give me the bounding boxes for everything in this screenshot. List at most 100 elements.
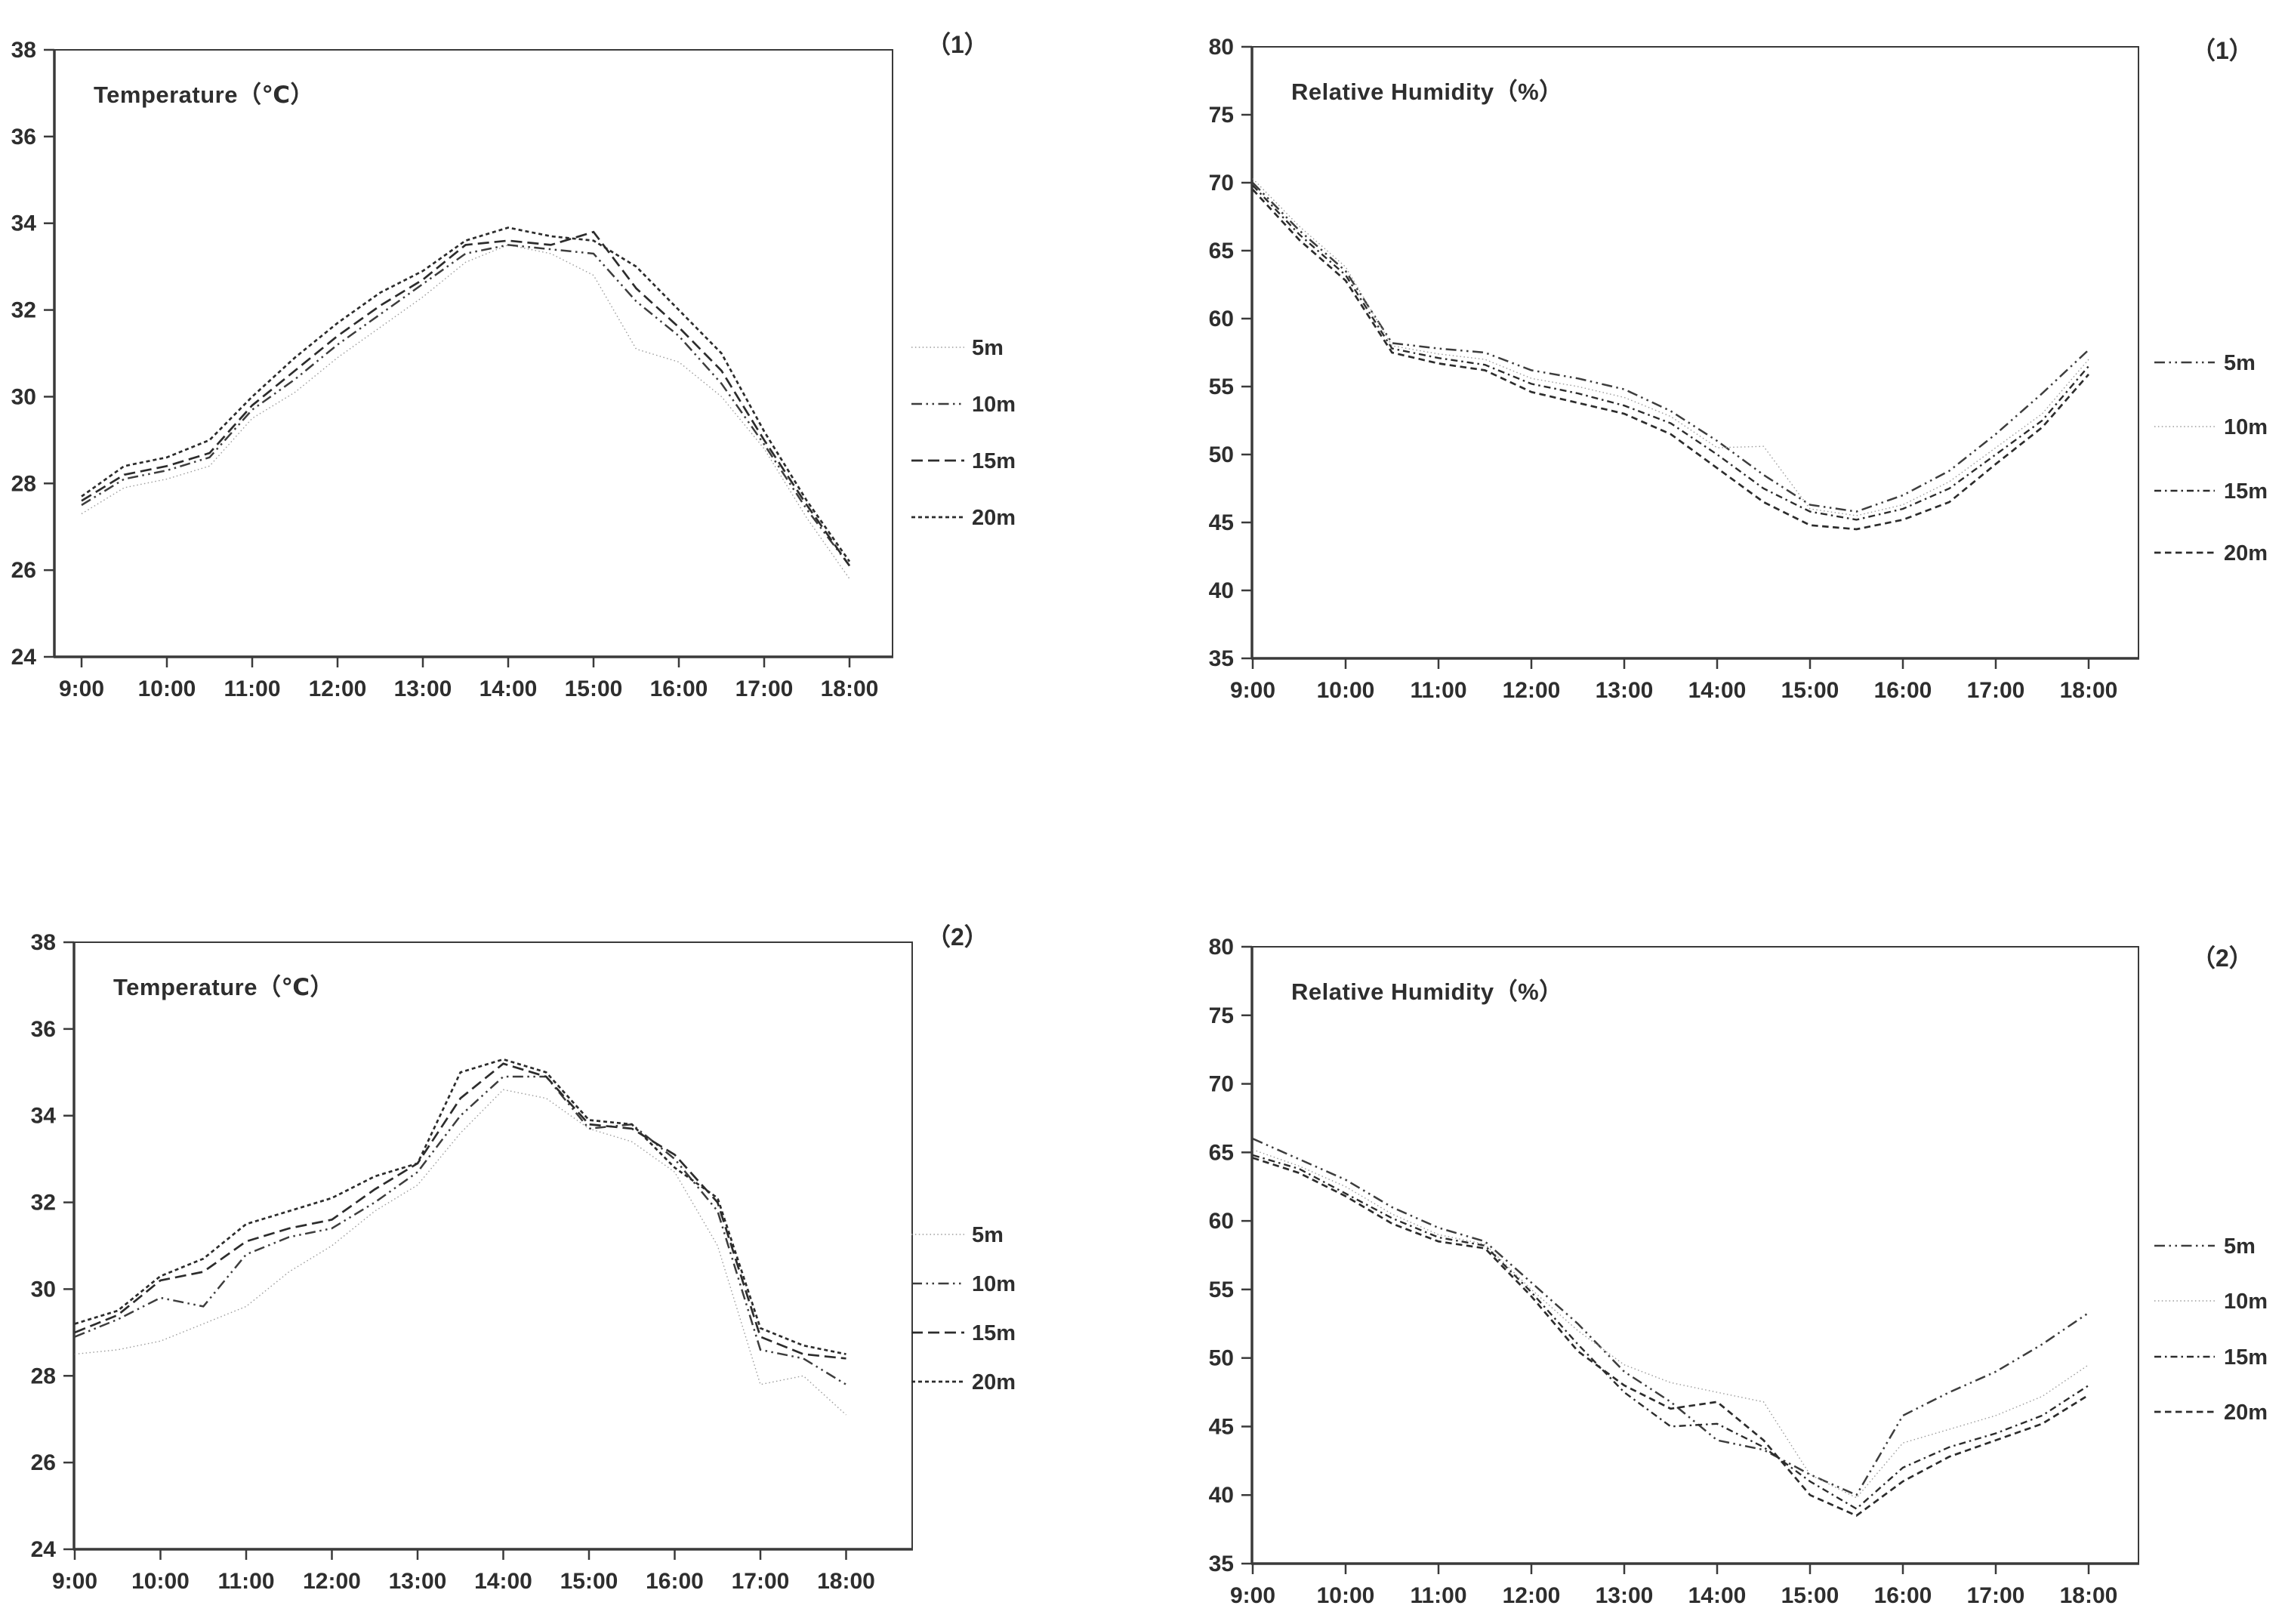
chart-temperature-1: 24 26 28 30 32 34 36 38 9:00 10:00 11:00 12:00 13:00… bbox=[0, 0, 1208, 815]
y-tick-label: 55 bbox=[1209, 1277, 1234, 1302]
legend-label-15m: 15m bbox=[2224, 479, 2268, 504]
y-tick-label: 32 bbox=[11, 298, 36, 323]
x-tick-label: 18:00 bbox=[2060, 1583, 2118, 1608]
series-line-20m bbox=[1252, 1157, 2089, 1518]
panel-label: （2） bbox=[2191, 945, 2253, 972]
y-tick-label: 24 bbox=[11, 645, 37, 670]
y-tick-label: 75 bbox=[1209, 103, 1234, 128]
x-tick-label: 11:00 bbox=[1410, 1583, 1466, 1608]
y-tick-label: 40 bbox=[1209, 578, 1234, 603]
humidity-1-plot: 35 40 45 50 55 60 65 70 75 80 9:00 10:00 11:00 12:00 1… bbox=[1209, 35, 2268, 703]
chart-humidity-1: 35 40 45 50 55 60 65 70 75 80 9:00 10:00 11:00 12:00 1… bbox=[1208, 0, 2288, 815]
series-line-20m bbox=[81, 226, 851, 562]
x-tick-label: 17:00 bbox=[1967, 678, 2025, 703]
series-line-15m bbox=[1252, 1154, 2089, 1510]
y-tick-label: 34 bbox=[31, 1104, 57, 1129]
x-tick-label: 12:00 bbox=[303, 1569, 361, 1594]
x-tick-label: 13:00 bbox=[389, 1569, 447, 1594]
y-tick-label: 75 bbox=[1209, 1003, 1234, 1028]
y-tick-label: 26 bbox=[11, 558, 36, 583]
x-tick-label: 10:00 bbox=[1317, 678, 1375, 703]
legend-label-20m: 20m bbox=[2224, 541, 2268, 565]
y-tick-label: 60 bbox=[1209, 307, 1234, 331]
chart-title: Relative Humidity（%） bbox=[1291, 79, 1563, 105]
temperature-1-plot: 24 26 28 30 32 34 36 38 9:00 10:00 11:00 12:00 13:00… bbox=[11, 31, 1016, 701]
legend-label-10m: 10m bbox=[2224, 1290, 2268, 1314]
legend-label-5m: 5m bbox=[2224, 1234, 2256, 1259]
y-tick-label: 45 bbox=[1209, 1414, 1234, 1439]
series-line-10m bbox=[1252, 1149, 2089, 1499]
legend-label-15m: 15m bbox=[972, 449, 1016, 473]
x-tick-label: 13:00 bbox=[1596, 1583, 1654, 1608]
series-line-20m bbox=[1252, 189, 2090, 531]
x-tick-label: 15:00 bbox=[565, 676, 623, 701]
x-tick-label: 11:00 bbox=[1410, 678, 1466, 703]
legend-label-15m: 15m bbox=[2224, 1345, 2268, 1370]
legend-label-5m: 5m bbox=[972, 1223, 1004, 1247]
y-tick-label: 65 bbox=[1209, 1140, 1234, 1165]
legend-label-15m: 15m bbox=[972, 1321, 1016, 1345]
y-tick-label: 40 bbox=[1209, 1483, 1234, 1508]
panel-label: （2） bbox=[927, 923, 988, 951]
y-tick-label: 30 bbox=[11, 384, 36, 409]
x-tick-label: 10:00 bbox=[1317, 1583, 1375, 1608]
y-tick-label: 32 bbox=[31, 1191, 56, 1216]
series-line-5m bbox=[1252, 182, 2089, 513]
x-tick-label: 9:00 bbox=[1230, 1583, 1275, 1608]
panel-label: （1） bbox=[2191, 37, 2253, 64]
series-line-15m bbox=[74, 1062, 846, 1360]
x-tick-label: 9:00 bbox=[59, 676, 104, 701]
x-tick-label: 15:00 bbox=[1781, 1583, 1839, 1608]
series-line-5m bbox=[81, 244, 850, 580]
plot-border bbox=[1251, 946, 2139, 1564]
x-tick-label: 12:00 bbox=[1503, 678, 1561, 703]
legend-label-10m: 10m bbox=[2224, 415, 2268, 439]
y-tick-label: 36 bbox=[31, 1017, 56, 1042]
x-tick-label: 10:00 bbox=[138, 676, 196, 701]
y-tick-label: 70 bbox=[1209, 171, 1234, 196]
humidity-2-plot: 35 40 45 50 55 60 65 70 75 80 9:00 10:00 11:00 12:00 1… bbox=[1209, 935, 2268, 1608]
x-tick-label: 9:00 bbox=[1230, 678, 1275, 703]
x-tick-label: 16:00 bbox=[650, 676, 708, 701]
legend-label-20m: 20m bbox=[972, 1370, 1016, 1394]
y-tick-label: 28 bbox=[11, 471, 36, 496]
x-tick-label: 14:00 bbox=[474, 1569, 532, 1594]
x-tick-label: 18:00 bbox=[2060, 678, 2118, 703]
y-tick-label: 65 bbox=[1209, 239, 1234, 263]
chart-temperature-2: 24 26 28 30 32 34 36 38 9:00 10:00 11:00 12:00 13:00… bbox=[0, 815, 1208, 1624]
series-line-10m bbox=[74, 1075, 847, 1385]
y-tick-label: 28 bbox=[31, 1364, 56, 1388]
y-tick-label: 35 bbox=[1209, 646, 1234, 671]
x-tick-label: 9:00 bbox=[52, 1569, 97, 1594]
chart-humidity-2: 35 40 45 50 55 60 65 70 75 80 9:00 10:00 11:00 12:00 1… bbox=[1208, 815, 2288, 1624]
x-tick-label: 14:00 bbox=[1688, 1583, 1747, 1608]
y-tick-label: 26 bbox=[31, 1450, 56, 1475]
legend-label-5m: 5m bbox=[2224, 351, 2256, 375]
series-line-10m bbox=[1252, 178, 2089, 516]
x-tick-label: 10:00 bbox=[131, 1569, 190, 1594]
y-tick-label: 35 bbox=[1209, 1552, 1234, 1576]
series-line-20m bbox=[74, 1058, 846, 1355]
x-tick-label: 17:00 bbox=[1967, 1583, 2025, 1608]
x-tick-label: 15:00 bbox=[1781, 678, 1839, 703]
x-tick-label: 16:00 bbox=[1874, 1583, 1932, 1608]
y-tick-label: 34 bbox=[11, 211, 37, 236]
y-tick-label: 50 bbox=[1209, 1346, 1234, 1371]
panel-label: （1） bbox=[927, 31, 988, 58]
y-tick-label: 45 bbox=[1209, 510, 1234, 535]
y-tick-label: 60 bbox=[1209, 1209, 1234, 1234]
y-tick-label: 50 bbox=[1209, 442, 1234, 467]
legend-label-20m: 20m bbox=[972, 506, 1016, 530]
x-tick-label: 12:00 bbox=[309, 676, 367, 701]
x-tick-label: 18:00 bbox=[821, 676, 879, 701]
x-tick-label: 11:00 bbox=[224, 676, 280, 701]
y-tick-label: 24 bbox=[31, 1537, 57, 1562]
x-tick-label: 14:00 bbox=[1688, 678, 1747, 703]
x-tick-label: 17:00 bbox=[732, 1569, 790, 1594]
chart-title: Temperature（℃） bbox=[94, 82, 314, 108]
plot-border bbox=[73, 941, 913, 1550]
series-line-15m bbox=[81, 230, 851, 567]
series-line-15m bbox=[1252, 184, 2089, 521]
y-tick-label: 80 bbox=[1209, 935, 1234, 960]
